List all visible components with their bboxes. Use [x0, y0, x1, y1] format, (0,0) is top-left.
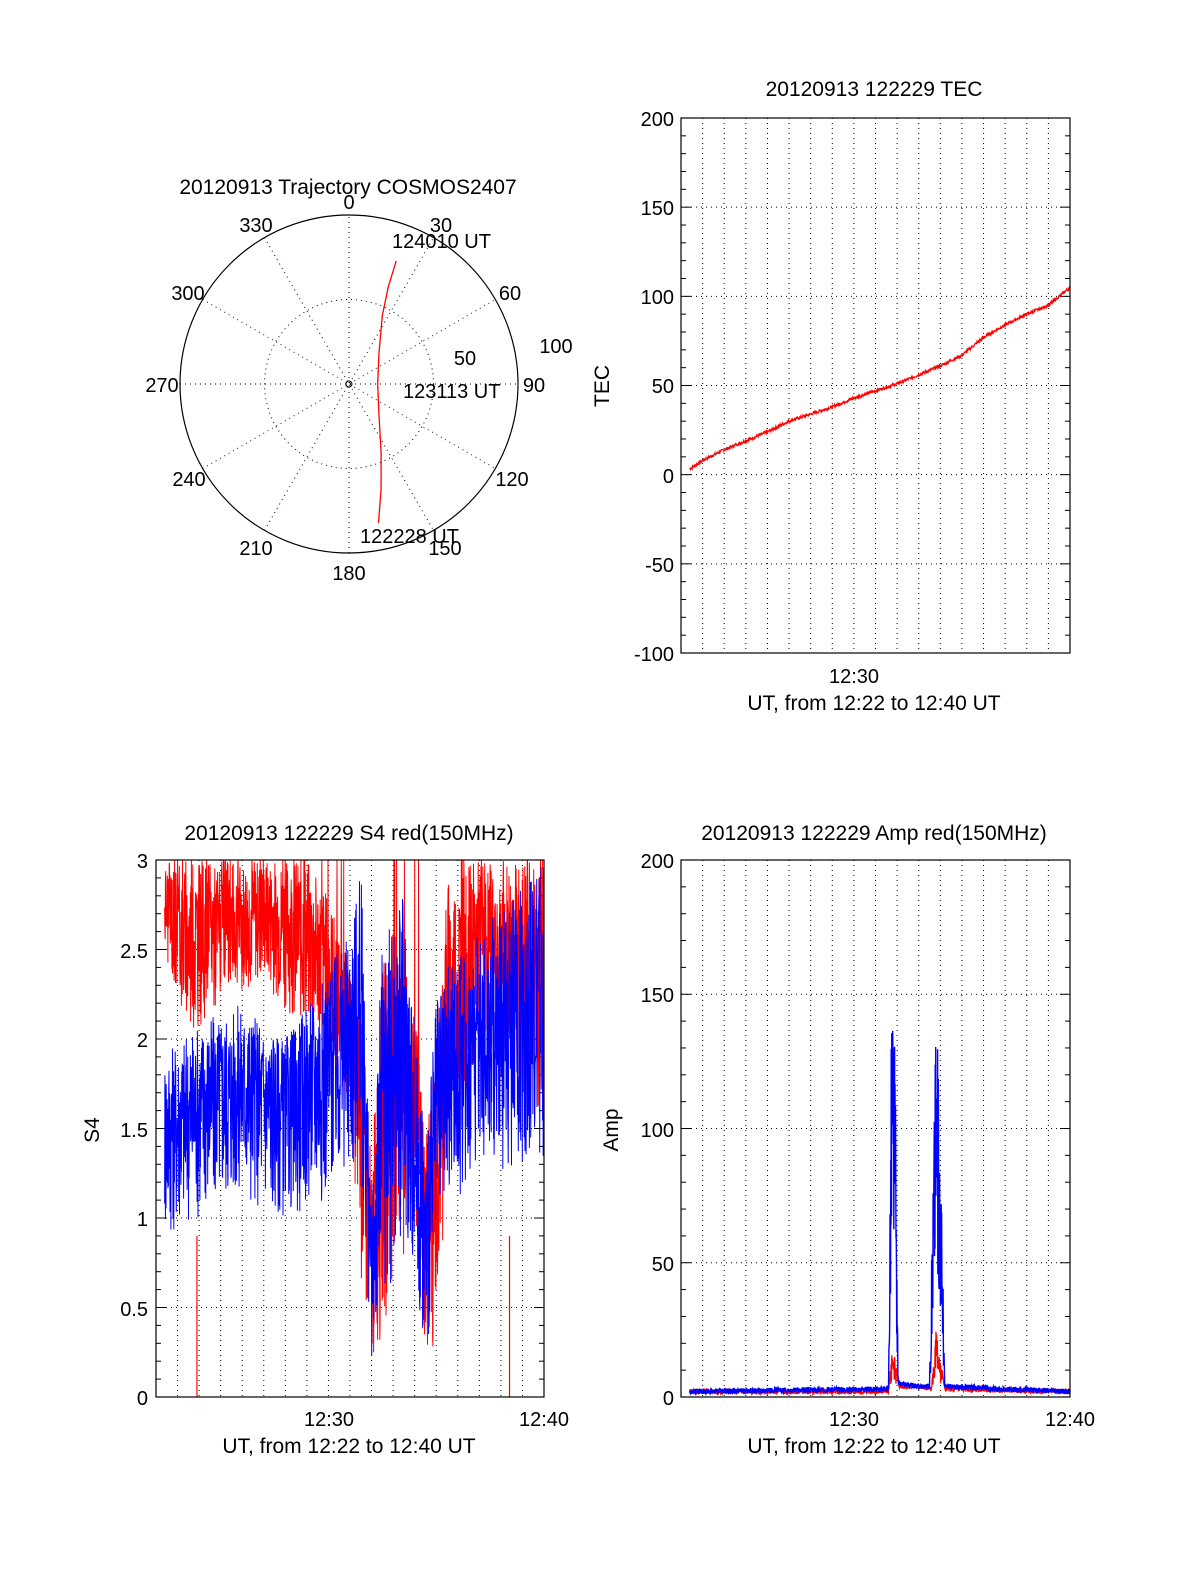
amp-plot-frame [680, 859, 1071, 1398]
angle-label-60: 60 [499, 283, 521, 305]
s4-ticks [156, 877, 544, 1380]
s4-ytick-label: 2 [137, 1030, 148, 1052]
annotation-mid-time: 123113 UT [403, 381, 500, 403]
amp-grid [681, 860, 1070, 1397]
s4-ytick-label: 2.5 [120, 941, 148, 963]
amp-panel: 20120913 122229 Amp red(150MHz) 200 150 … [600, 822, 1095, 1458]
polar-grid [180, 215, 518, 553]
angle-label-0: 0 [343, 192, 354, 214]
polar-panel: 20120913 Trajectory COSMOS2407 0 30 60 9… [145, 176, 572, 585]
angle-label-30: 30 [430, 215, 452, 237]
s4-xtick-label: 12:40 [519, 1409, 569, 1431]
angle-label-180: 180 [332, 563, 365, 585]
s4-ytick-label: 1.5 [120, 1120, 148, 1142]
angle-label-90: 90 [523, 375, 545, 397]
polar-outer-circle [179, 214, 519, 554]
annotation-start-time: 122228 UT [360, 526, 459, 548]
amp-ytick-label: 50 [652, 1254, 674, 1276]
amp-series-line-0 [689, 1331, 1071, 1397]
tec-y-axis-label: TEC [591, 365, 614, 407]
tec-ytick-label: 50 [652, 376, 674, 398]
amp-xtick-label: 12:40 [1045, 1409, 1095, 1431]
tec-ytick-label: 0 [663, 466, 674, 488]
tec-plot-frame [680, 117, 1071, 654]
amp-series [688, 1030, 1071, 1397]
s4-series-line-1 [164, 866, 545, 1356]
s4-y-axis-label: S4 [81, 1117, 104, 1143]
polar-title: 20120913 Trajectory COSMOS2407 [179, 176, 516, 199]
tec-ticks [681, 135, 1070, 636]
angle-label-150: 150 [428, 538, 461, 560]
radius-label-100: 100 [539, 336, 572, 358]
s4-title: 20120913 122229 S4 red(150MHz) [184, 822, 513, 845]
tec-ytick-label: 200 [641, 109, 674, 131]
s4-x-axis-label: UT, from 12:22 to 12:40 UT [222, 1435, 475, 1458]
trajectory-line [377, 260, 397, 523]
s4-ytick-label: 1 [137, 1209, 148, 1231]
amp-x-axis-label: UT, from 12:22 to 12:40 UT [747, 1435, 1000, 1458]
s4-xtick-label: 12:30 [304, 1409, 354, 1431]
angle-label-330: 330 [239, 215, 272, 237]
angle-label-120: 120 [495, 469, 528, 491]
annotation-end-time: 124010 UT [392, 231, 491, 253]
tec-x-axis-label: UT, from 12:22 to 12:40 UT [747, 692, 1000, 715]
amp-ytick-label: 150 [641, 985, 674, 1007]
tec-title: 20120913 122229 TEC [766, 78, 983, 101]
radius-label-50: 50 [454, 348, 476, 370]
amp-y-tick-labels: 200 150 100 50 0 [641, 851, 674, 1410]
tec-ytick-label: -100 [634, 644, 674, 666]
tec-ytick-label: 150 [641, 198, 674, 220]
tec-panel: 20120913 122229 TEC 200 150 100 50 0 -50… [591, 78, 1071, 715]
amp-ticks [681, 886, 1070, 1371]
tec-xtick-label: 12:30 [829, 666, 879, 688]
s4-plot-frame [155, 859, 545, 1398]
tec-y-tick-labels: 200 150 100 50 0 -50 -100 [634, 109, 674, 666]
tec-grid [681, 118, 1070, 653]
s4-ytick-label: 3 [137, 851, 148, 873]
angle-label-300: 300 [171, 283, 204, 305]
tec-ytick-label: -50 [645, 555, 674, 577]
tec-ytick-label: 100 [641, 287, 674, 309]
amp-ytick-label: 0 [663, 1388, 674, 1410]
polar-angle-labels: 0 30 60 90 120 150 180 210 240 270 300 3… [145, 192, 545, 585]
angle-label-270: 270 [145, 375, 178, 397]
s4-y-tick-labels: 3 2.5 2 1.5 1 0.5 0 [120, 851, 148, 1410]
polar-grid-ring [264, 299, 434, 469]
amp-series-line-1 [688, 1030, 1071, 1397]
amp-title: 20120913 122229 Amp red(150MHz) [701, 822, 1047, 845]
s4-ytick-label: 0.5 [120, 1299, 148, 1321]
s4-series [164, 859, 545, 1397]
s4-ytick-label: 0 [137, 1388, 148, 1410]
tec-series-line [689, 285, 1071, 471]
amp-ytick-label: 100 [641, 1120, 674, 1142]
amp-y-axis-label: Amp [600, 1108, 623, 1151]
angle-label-210: 210 [239, 538, 272, 560]
amp-xtick-label: 12:30 [829, 1409, 879, 1431]
s4-panel: 20120913 122229 S4 red(150MHz) 3 2.5 2 1… [81, 822, 569, 1458]
amp-ytick-label: 200 [641, 851, 674, 873]
polar-center-marker [345, 380, 353, 388]
angle-label-240: 240 [172, 469, 205, 491]
